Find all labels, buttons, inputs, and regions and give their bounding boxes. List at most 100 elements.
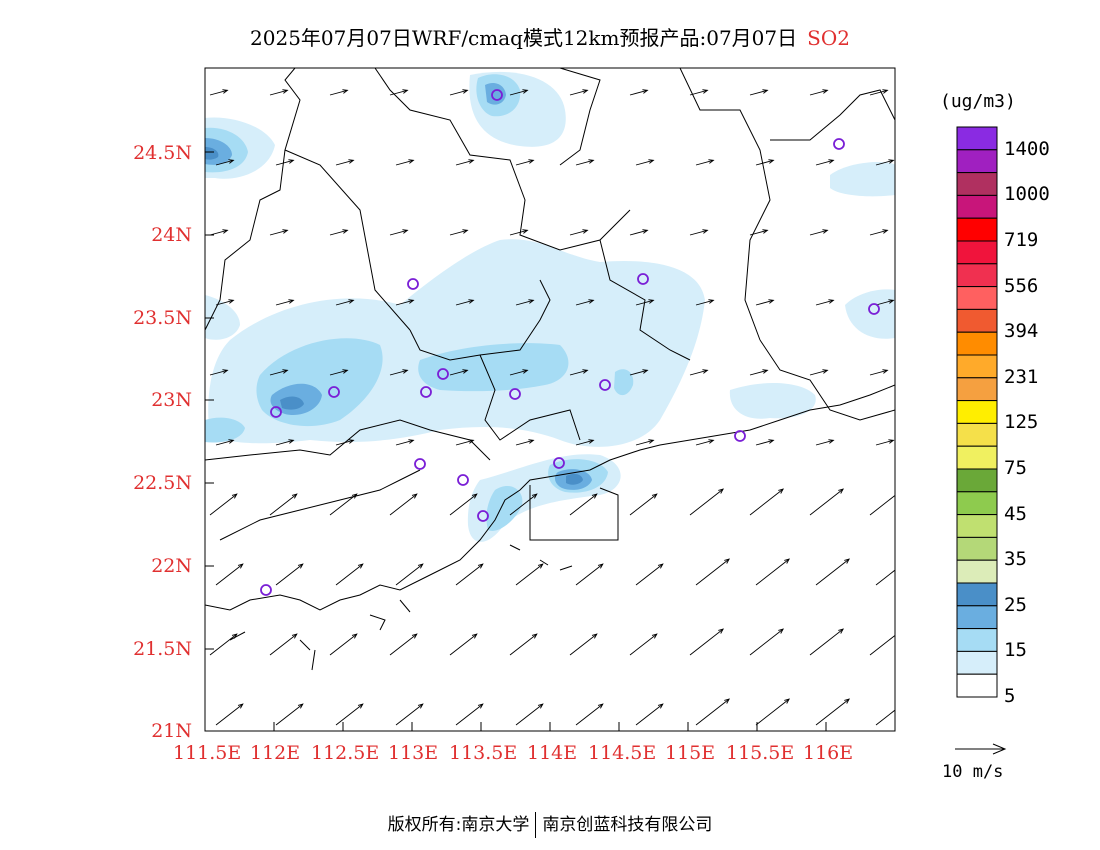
province-boundary (284, 149, 411, 331)
wind-arrow (509, 89, 528, 96)
monitoring-station-marker (260, 584, 272, 596)
wind-arrow-head (648, 299, 655, 304)
wind-arrow (449, 89, 468, 96)
wind-arrow (815, 439, 834, 446)
wind-arrow-head (528, 159, 535, 164)
wind-arrow-head (724, 698, 730, 704)
wind-arrow-head (228, 159, 235, 164)
wind-arrow (215, 159, 234, 166)
wind-arrow (269, 369, 288, 376)
lon-label: 111.5E (173, 742, 242, 764)
map-title: 2025年07月07日WRF/cmaq模式12km预报产品:07月07日 SO2 (0, 22, 1100, 51)
wind-arrow-head (888, 439, 895, 444)
wind-arrow (815, 558, 850, 586)
province-boundary (770, 89, 895, 141)
wind-arrow (515, 439, 534, 446)
wind-arrow (569, 229, 588, 236)
wind-arrow-head (582, 89, 589, 94)
colorbar-label: 45 (1004, 503, 1027, 525)
wind-arrow (575, 299, 594, 306)
wind-arrow-head (762, 229, 769, 234)
wind-arrow (275, 439, 294, 446)
wind-arrow (869, 89, 888, 96)
wind-arrow (575, 703, 604, 726)
wind-arrow (275, 299, 294, 306)
wind-arrow (335, 299, 354, 306)
wind-arrow-head (288, 299, 295, 304)
wind-arrow-head (784, 698, 790, 704)
wind-arrow-head (411, 493, 418, 499)
lon-label: 114E (527, 742, 578, 764)
colorbar-swatch (956, 263, 998, 288)
wind-arrow-head (342, 89, 349, 94)
wind-arrow-head (882, 369, 889, 374)
wind-arrow-head (288, 159, 295, 164)
wind-arrow-head (402, 369, 409, 374)
colorbar-label: 75 (1004, 457, 1027, 479)
wind-arrow (569, 89, 588, 96)
wind-arrow-head (651, 493, 658, 499)
wind-arrow (695, 558, 730, 586)
wind-arrow-head (411, 633, 418, 639)
wind-arrow (869, 494, 895, 516)
wind-arrow (335, 159, 354, 166)
wind-arrow (635, 563, 664, 586)
wind-arrow-head (718, 628, 724, 634)
wind-arrow-head (471, 633, 478, 639)
wind-arrow (329, 89, 348, 96)
monitoring-station-marker (420, 386, 432, 398)
wind-arrow-head (718, 488, 724, 494)
wind-arrow-head (462, 369, 469, 374)
wind-arrow-head (708, 299, 715, 304)
wind-arrow (515, 159, 534, 166)
wind-arrow (395, 299, 414, 306)
wind-arrow (329, 369, 348, 376)
monitoring-station-marker (457, 474, 469, 486)
wind-arrow-head (597, 563, 604, 569)
colorbar-swatch (956, 149, 998, 174)
wind-arrow-head (648, 159, 655, 164)
lon-label: 115E (665, 742, 716, 764)
wind-arrow (209, 369, 228, 376)
wind-arrow-head (762, 369, 769, 374)
province-boundary (409, 279, 551, 361)
footer: 版权所有:南京大学 南京创蓝科技有限公司 (0, 810, 1100, 838)
wind-arrow (815, 159, 834, 166)
wind-arrow (569, 633, 598, 656)
monitoring-station-marker (270, 406, 282, 418)
lat-label: 23N (151, 389, 192, 411)
wind-arrow (455, 563, 484, 586)
wind-arrow (875, 439, 894, 446)
wind-arrow (215, 703, 244, 726)
wind-arrow-head (702, 369, 709, 374)
colorbar-swatch (956, 536, 998, 561)
wind-arrow (395, 159, 414, 166)
wind-arrow-head (297, 703, 304, 709)
wind-arrow-head (357, 703, 364, 709)
wind-arrow-head (522, 89, 529, 94)
wind-arrow (629, 89, 648, 96)
colorbar-swatch (956, 286, 998, 310)
wind-arrow (269, 493, 298, 516)
wind-arrow (749, 488, 784, 516)
wind-arrow (695, 299, 714, 306)
wind-arrow (749, 229, 768, 236)
wind-arrow (455, 159, 474, 166)
wind-arrow-head (597, 703, 604, 709)
wind-arrow-head (348, 159, 355, 164)
colorbar-label: 5 (1004, 685, 1016, 707)
shading-light-east (729, 383, 816, 419)
wind-arrow (629, 633, 658, 656)
colorbar-swatch (956, 445, 998, 470)
colorbar-label: 231 (1004, 366, 1039, 388)
monitoring-station-marker (637, 273, 649, 285)
wind-arrow (275, 563, 304, 586)
wind-arrow-head (762, 89, 769, 94)
monitoring-station-marker (414, 458, 426, 470)
monitoring-station-marker (734, 430, 746, 442)
wind-arrow (209, 229, 228, 236)
wind-arrow (269, 633, 298, 656)
wind-arrow (755, 439, 774, 446)
wind-arrow (209, 493, 238, 516)
wind-arrow (275, 703, 304, 726)
